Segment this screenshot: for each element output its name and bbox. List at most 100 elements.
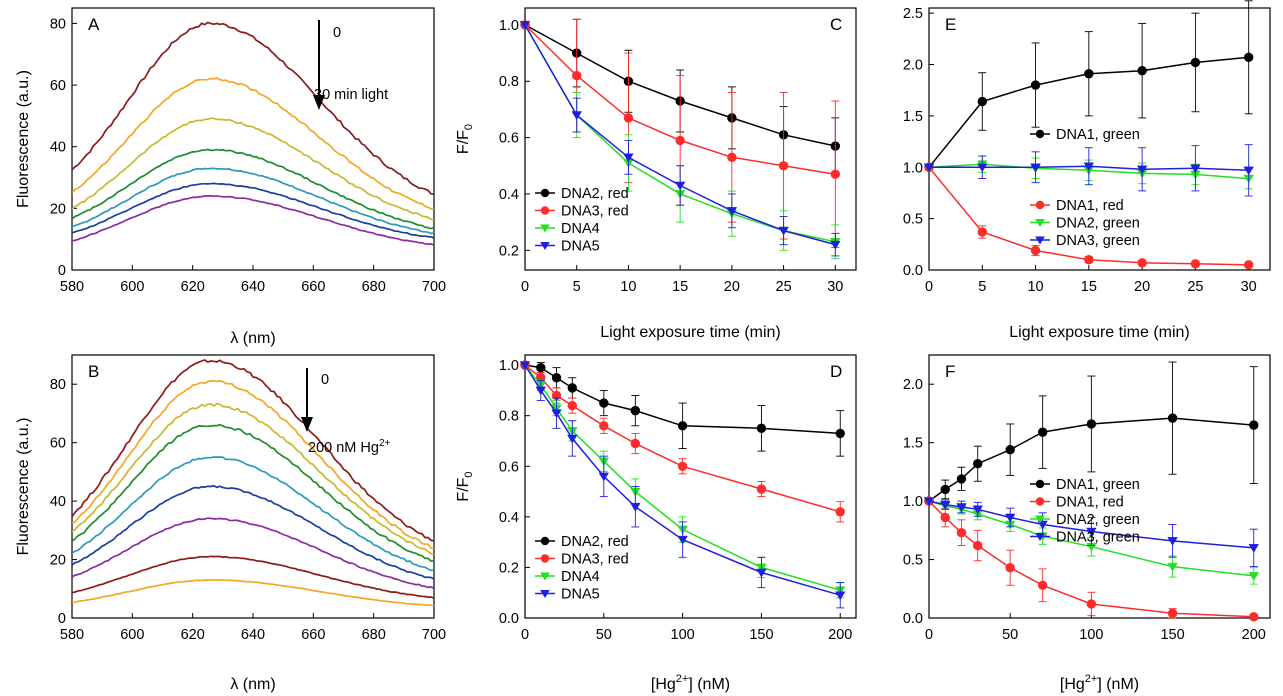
legend-swatch-marker <box>1035 129 1045 139</box>
legend-swatch-marker <box>540 188 550 198</box>
data-point <box>1167 537 1178 546</box>
x-tick-label: 640 <box>241 279 265 295</box>
x-tick-label: 0 <box>521 279 529 295</box>
x-tick-label: 20 <box>724 279 740 295</box>
legend-swatch-marker <box>1035 236 1045 245</box>
legend-label: DNA2, red <box>561 186 629 202</box>
legend-label: DNA2, red <box>561 534 629 550</box>
data-point <box>1084 255 1094 265</box>
legend-label: DNA5 <box>561 587 600 603</box>
spectrum-line <box>72 402 434 556</box>
y-tick-label: 60 <box>50 436 66 452</box>
x-tick-label: 700 <box>422 279 446 295</box>
y-tick-label: 0.5 <box>903 212 923 228</box>
y-tick-label: 20 <box>50 553 66 569</box>
x-axis-label: λ (nm) <box>230 330 275 347</box>
x-tick-label: 10 <box>620 279 636 295</box>
panel-e: 0 5 10 15 20 25 30 0.0 0.5 1.0 1.5 2.0 2.5 E Light exp… <box>903 0 1271 341</box>
x-tick-label: 30 <box>827 279 843 295</box>
panel-letter: E <box>945 15 956 34</box>
annotation-start: 0 <box>333 25 341 41</box>
x-tick-label: 150 <box>749 627 773 643</box>
data-point <box>1030 245 1041 256</box>
x-tick-label: 580 <box>60 627 84 643</box>
data-point <box>1137 65 1147 76</box>
data-point <box>1005 563 1015 573</box>
panel-letter: B <box>88 362 99 381</box>
spectrum-line <box>72 555 434 599</box>
data-point <box>1086 599 1097 609</box>
data-point <box>940 484 950 495</box>
legend-label: DNA1, red <box>1056 198 1124 214</box>
legend-label: DNA3, green <box>1056 233 1140 249</box>
data-point <box>567 383 577 393</box>
data-point <box>972 505 983 515</box>
data-point <box>1248 572 1260 581</box>
legend-swatch-marker <box>1035 479 1045 489</box>
data-point <box>1243 52 1254 63</box>
data-point <box>1243 166 1254 176</box>
plot-frame <box>71 7 435 271</box>
y-axis-label: Fluorescence (a.u.) <box>15 70 32 208</box>
y-tick-label: 80 <box>50 377 66 393</box>
data-point <box>1136 165 1148 175</box>
spectrum-line <box>72 456 434 572</box>
panel-b: 580 600 620 640 660 680 700 0 20 40 60 80 Bλ (nm) Flu… <box>15 354 446 693</box>
data-point <box>835 428 845 439</box>
panel-f: 0 50 100 150 200 0.0 0.5 1.0 1.5 2.0 F [Hg2+] (nM) D… <box>903 354 1271 693</box>
plot-frame <box>524 7 857 271</box>
x-tick-label: 0 <box>521 627 529 643</box>
y-tick-label: 1.0 <box>499 358 519 374</box>
data-point <box>1190 164 1201 174</box>
data-point <box>630 438 641 449</box>
legend-label: DNA1, red <box>1056 495 1124 511</box>
x-tick-label: 150 <box>1160 627 1184 643</box>
y-tick-label: 60 <box>50 78 66 94</box>
panel-letter: D <box>830 362 842 381</box>
data-point <box>630 405 641 416</box>
legend-swatch-marker <box>1035 497 1045 506</box>
data-point <box>535 386 547 396</box>
y-tick-label: 40 <box>50 140 66 156</box>
annotation-end: 200 nM Hg2+ <box>308 438 390 456</box>
data-point <box>1030 163 1041 173</box>
legend-label: DNA3, red <box>561 204 629 220</box>
data-point <box>1005 444 1015 455</box>
data-point <box>834 591 846 601</box>
x-tick-label: 600 <box>120 279 144 295</box>
data-point <box>1037 580 1048 590</box>
data-point <box>623 153 634 163</box>
spectrum-line <box>72 77 434 211</box>
spectrum-line <box>72 167 434 235</box>
data-point <box>677 461 688 471</box>
x-axis-label-sup: 2+ <box>1085 673 1098 685</box>
y-tick-label: 0.6 <box>499 459 519 475</box>
data-point <box>1004 513 1016 523</box>
y-tick-label: 1.0 <box>903 494 923 510</box>
data-point <box>571 111 582 121</box>
annotation-start: 0 <box>321 372 329 388</box>
x-axis-label: Light exposure time (min) <box>600 324 781 341</box>
y-tick-label: 0.4 <box>499 510 519 526</box>
x-tick-label: 30 <box>1241 279 1257 295</box>
panel-c: 0 5 10 15 20 25 30 0.2 0.4 0.6 0.8 1.0 C Light exposu… <box>455 7 857 341</box>
data-point <box>756 484 767 494</box>
x-tick-label: 580 <box>60 279 84 295</box>
arrow-head <box>313 95 325 110</box>
data-point <box>956 527 967 538</box>
panel-a: 580 600 620 640 660 680 700 0 20 40 60 80 Aλ (nm) Flu… <box>15 7 446 347</box>
x-tick-label: 25 <box>776 279 792 295</box>
y-tick-label: 80 <box>50 16 66 32</box>
x-tick-label: 660 <box>301 279 325 295</box>
x-tick-label: 50 <box>1002 627 1018 643</box>
panel-letter: A <box>88 15 100 34</box>
y-tick-label: 0 <box>58 263 66 279</box>
data-point <box>551 373 562 383</box>
data-point <box>756 568 767 578</box>
data-point <box>630 502 641 512</box>
x-tick-label: 660 <box>301 627 325 643</box>
x-tick-label: 680 <box>362 279 386 295</box>
plot-frame <box>928 354 1271 619</box>
data-point <box>956 474 967 484</box>
legend-swatch-marker <box>540 554 550 563</box>
